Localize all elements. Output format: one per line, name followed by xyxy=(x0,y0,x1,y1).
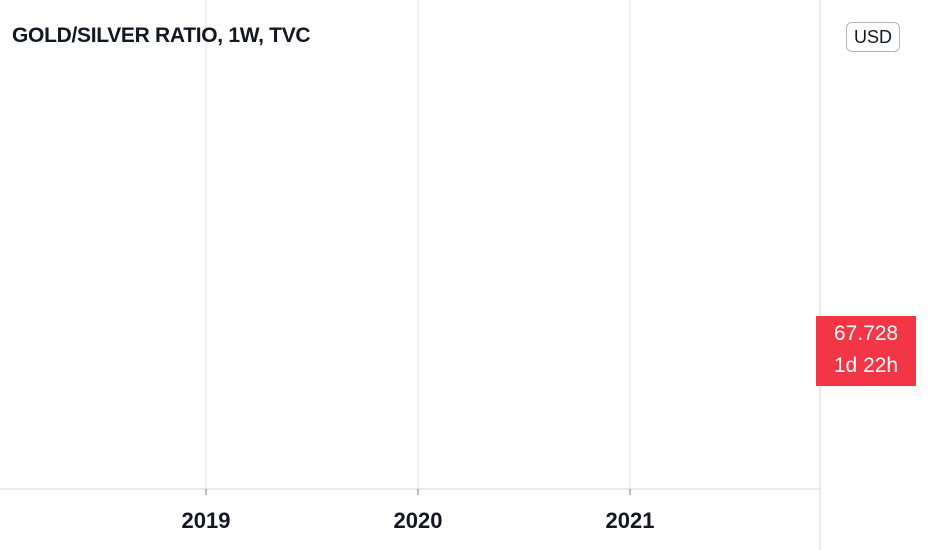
last-price-label: 67.728 1d 22h xyxy=(816,316,916,386)
last-price-value: 67.728 xyxy=(833,322,899,345)
chart-title: GOLD/SILVER RATIO, 1W, TVC xyxy=(12,24,311,47)
bar-countdown: 1d 22h xyxy=(833,354,899,377)
x-tick-label: 2019 xyxy=(182,508,231,533)
grid xyxy=(205,0,631,489)
x-tick-label: 2020 xyxy=(394,508,443,533)
time-axis[interactable]: 2019 2020 2021 xyxy=(182,489,655,533)
x-tick-label: 2021 xyxy=(606,508,655,533)
currency-button[interactable]: USD xyxy=(846,22,900,52)
